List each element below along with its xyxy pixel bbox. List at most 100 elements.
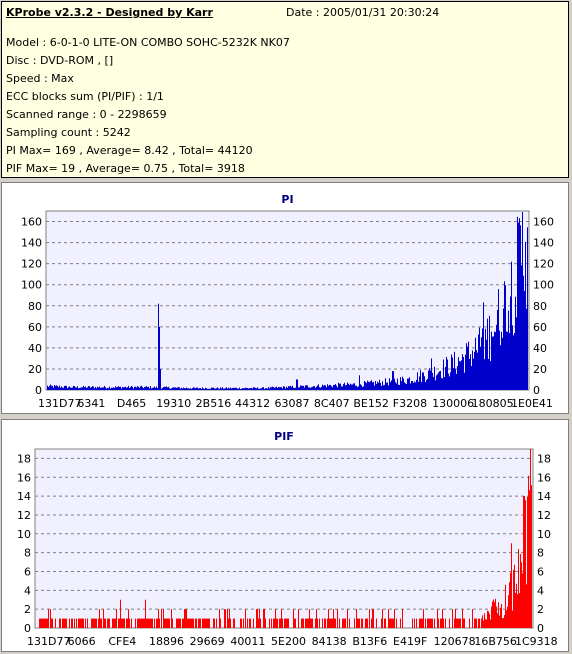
bar bbox=[508, 310, 509, 390]
bar bbox=[66, 385, 67, 390]
bar bbox=[129, 388, 130, 390]
bar bbox=[209, 388, 210, 390]
bar bbox=[171, 609, 172, 628]
bar bbox=[325, 385, 326, 390]
bar bbox=[353, 383, 354, 390]
bar bbox=[437, 609, 438, 628]
bar bbox=[87, 618, 88, 628]
bar bbox=[464, 618, 465, 628]
bar bbox=[389, 378, 390, 390]
bar bbox=[258, 388, 259, 390]
bar bbox=[53, 387, 54, 390]
bar bbox=[112, 387, 113, 390]
bar bbox=[487, 610, 488, 628]
bar bbox=[137, 618, 138, 628]
y-tick-label-left: 80 bbox=[28, 300, 42, 313]
bar bbox=[410, 383, 411, 390]
bar bbox=[307, 618, 308, 628]
bar bbox=[288, 386, 289, 390]
bar bbox=[308, 618, 309, 628]
bar bbox=[167, 387, 168, 390]
bar bbox=[431, 358, 432, 390]
bar bbox=[331, 618, 332, 628]
x-tick-label: B13F6 bbox=[352, 635, 387, 648]
y-tick-label-right: 14 bbox=[537, 490, 551, 503]
bar bbox=[393, 618, 394, 628]
bar bbox=[456, 373, 457, 390]
bar bbox=[160, 368, 161, 390]
bar bbox=[284, 386, 285, 390]
bar bbox=[209, 618, 210, 628]
bar bbox=[330, 618, 331, 628]
bar bbox=[423, 609, 424, 628]
bar bbox=[479, 327, 480, 390]
bar bbox=[262, 387, 263, 390]
bar bbox=[120, 386, 121, 390]
bar bbox=[247, 618, 248, 628]
bar bbox=[99, 386, 100, 390]
bar bbox=[163, 609, 164, 628]
bar bbox=[106, 388, 107, 390]
x-tick-label: 1C9318 bbox=[515, 635, 558, 648]
bar bbox=[507, 606, 508, 628]
bar bbox=[65, 385, 66, 390]
bar bbox=[229, 388, 230, 390]
bar bbox=[428, 618, 429, 628]
bar bbox=[442, 609, 443, 628]
y-tick-label-left: 100 bbox=[21, 279, 42, 292]
bar bbox=[39, 618, 40, 628]
bar bbox=[436, 375, 437, 390]
bar bbox=[108, 618, 109, 628]
bar bbox=[193, 387, 194, 390]
bar bbox=[339, 383, 340, 390]
bar bbox=[392, 618, 393, 628]
bar bbox=[208, 388, 209, 390]
y-tick-label-left: 40 bbox=[28, 342, 42, 355]
bar bbox=[122, 618, 123, 628]
bar bbox=[129, 618, 130, 628]
bar bbox=[347, 382, 348, 390]
bar bbox=[202, 387, 203, 390]
bar bbox=[324, 618, 325, 628]
bar bbox=[413, 382, 414, 390]
bar bbox=[311, 618, 312, 628]
bar bbox=[510, 572, 511, 628]
pif-chart: PIF 0 0 2 2 4 4 6 6 8 8 10 10 12 12 14 14 16 16 18 18 131D776… bbox=[17, 430, 558, 648]
bar bbox=[278, 386, 279, 390]
bar bbox=[449, 618, 450, 628]
bar bbox=[396, 383, 397, 390]
bar bbox=[505, 584, 506, 628]
bar bbox=[455, 368, 456, 390]
bar bbox=[169, 618, 170, 628]
bar bbox=[516, 317, 517, 390]
bar bbox=[503, 618, 504, 628]
bar bbox=[483, 620, 484, 628]
bar bbox=[343, 384, 344, 390]
bar bbox=[383, 385, 384, 390]
bar bbox=[246, 387, 247, 390]
x-tick-label: D465 bbox=[117, 397, 146, 410]
y-tick-label-right: 12 bbox=[537, 509, 551, 522]
bar bbox=[313, 386, 314, 390]
bar bbox=[357, 386, 358, 390]
bar bbox=[482, 615, 483, 628]
bar bbox=[275, 387, 276, 390]
bar bbox=[186, 387, 187, 390]
bar bbox=[494, 331, 495, 390]
bar bbox=[241, 618, 242, 628]
bar bbox=[256, 388, 257, 390]
bar bbox=[253, 618, 254, 628]
bar bbox=[145, 386, 146, 390]
bar bbox=[514, 564, 515, 628]
bar bbox=[98, 618, 99, 628]
bar bbox=[105, 618, 106, 628]
bar bbox=[134, 386, 135, 390]
bar bbox=[266, 388, 267, 390]
bar bbox=[396, 618, 397, 628]
bar bbox=[115, 386, 116, 390]
bar bbox=[308, 387, 309, 390]
bar bbox=[294, 618, 295, 628]
bar bbox=[138, 618, 139, 628]
bar bbox=[493, 599, 494, 628]
bar bbox=[418, 381, 419, 390]
